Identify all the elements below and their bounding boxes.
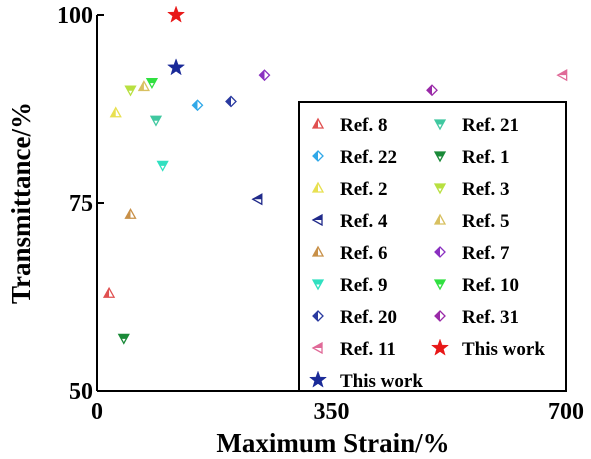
legend-label: Ref. 20 bbox=[340, 307, 397, 328]
data-point bbox=[426, 84, 438, 97]
data-point bbox=[149, 115, 163, 127]
data-point bbox=[124, 207, 137, 219]
y-axis-title: Transmittance/% bbox=[6, 102, 36, 304]
legend-marker bbox=[311, 279, 325, 291]
data-point bbox=[145, 78, 159, 90]
data-point bbox=[102, 286, 116, 298]
x-tick-label: 700 bbox=[548, 399, 584, 425]
legend-marker bbox=[433, 119, 447, 131]
x-tick-label: 350 bbox=[314, 399, 350, 425]
legend-marker bbox=[434, 310, 446, 322]
legend-marker bbox=[434, 246, 446, 258]
data-point bbox=[109, 106, 122, 118]
data-point bbox=[251, 193, 263, 206]
data-point bbox=[117, 333, 130, 345]
data-point bbox=[156, 160, 169, 172]
data-point bbox=[258, 69, 271, 82]
data-point bbox=[137, 80, 151, 92]
legend-label: Ref. 3 bbox=[462, 179, 509, 200]
legend-marker bbox=[311, 245, 325, 257]
data-point bbox=[167, 5, 186, 23]
data-point bbox=[124, 85, 137, 97]
legend-label: Ref. 9 bbox=[340, 275, 387, 296]
y-tick-label: 50 bbox=[69, 379, 93, 405]
legend-marker bbox=[433, 183, 447, 195]
legend-label: Ref. 5 bbox=[462, 211, 509, 232]
y-tick-label: 75 bbox=[69, 191, 93, 217]
legend-label: This work bbox=[462, 339, 545, 360]
legend: Ref. 8 Ref. 21 Ref. 22 Ref. 1 Ref. 2 Ref. 3 Re… bbox=[298, 101, 567, 392]
legend-label: Ref. 22 bbox=[340, 147, 397, 168]
legend-label: Ref. 21 bbox=[462, 115, 519, 136]
legend-box bbox=[298, 101, 567, 392]
legend-label: Ref. 31 bbox=[462, 307, 519, 328]
legend-marker bbox=[308, 370, 328, 388]
legend-label: Ref. 1 bbox=[462, 147, 509, 168]
legend-marker bbox=[430, 338, 450, 356]
legend-marker bbox=[311, 117, 325, 129]
legend-label: Ref. 10 bbox=[462, 275, 519, 296]
data-point bbox=[556, 69, 568, 82]
legend-marker bbox=[312, 310, 324, 322]
legend-marker bbox=[433, 279, 447, 291]
legend-label: Ref. 11 bbox=[340, 339, 396, 360]
legend-label: Ref. 4 bbox=[340, 211, 388, 232]
data-point bbox=[191, 99, 204, 112]
x-tick-label: 0 bbox=[91, 399, 103, 425]
x-axis-title: Maximum Strain/% bbox=[216, 428, 449, 458]
legend-label: Ref. 2 bbox=[340, 179, 387, 200]
legend-label: Ref. 7 bbox=[462, 243, 510, 264]
legend-marker bbox=[311, 181, 325, 193]
legend-marker bbox=[312, 150, 324, 162]
legend-label: This work bbox=[340, 371, 423, 392]
data-point bbox=[225, 95, 237, 108]
plot-area bbox=[102, 5, 568, 345]
legend-marker bbox=[311, 213, 323, 227]
legend-marker bbox=[311, 341, 323, 355]
legend-label: Ref. 6 bbox=[340, 243, 387, 264]
legend-marker bbox=[433, 151, 447, 163]
y-tick-label: 100 bbox=[57, 3, 93, 29]
legend-label: Ref. 8 bbox=[340, 115, 387, 136]
legend-marker bbox=[433, 213, 447, 225]
data-point bbox=[167, 58, 186, 76]
